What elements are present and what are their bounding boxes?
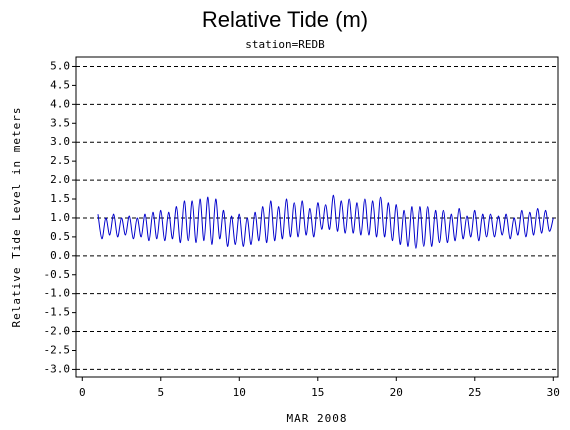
x-tick-label: 25 <box>468 386 481 399</box>
y-axis-label: Relative Tide Level in meters <box>10 106 23 327</box>
y-tick-label: -1.0 <box>44 287 71 300</box>
y-tick-label: 4.5 <box>50 78 70 91</box>
chart-title: Relative Tide (m) <box>202 7 368 32</box>
y-tick-label: 3.5 <box>50 116 70 129</box>
chart-subtitle: station=REDB <box>245 38 325 51</box>
x-tick-label: 0 <box>79 386 86 399</box>
y-tick-label: -3.0 <box>44 362 71 375</box>
tide-line <box>97 194 554 249</box>
y-tick-label: 1.0 <box>50 211 70 224</box>
y-tick-label: 1.5 <box>50 192 70 205</box>
y-tick-label: -1.5 <box>44 306 71 319</box>
x-tick-label: 10 <box>233 386 246 399</box>
y-tick-label: 3.0 <box>50 135 70 148</box>
y-tick-label: -0.5 <box>44 268 71 281</box>
x-tick-label: 5 <box>157 386 164 399</box>
y-tick-label: 2.0 <box>50 173 70 186</box>
x-tick-label: 30 <box>547 386 560 399</box>
plot-frame <box>75 56 559 378</box>
y-tick-label: 5.0 <box>50 59 70 72</box>
y-tick-label: 0.0 <box>50 249 70 262</box>
x-tick-label: 20 <box>390 386 403 399</box>
x-axis-label: MAR 2008 <box>287 412 348 425</box>
y-tick-label: 4.0 <box>50 97 70 110</box>
y-tick-label: -2.5 <box>44 343 71 356</box>
x-tick-label: 15 <box>311 386 324 399</box>
y-tick-label: -2.0 <box>44 325 71 338</box>
y-tick-label: 0.5 <box>50 230 70 243</box>
y-tick-label: 2.5 <box>50 154 70 167</box>
